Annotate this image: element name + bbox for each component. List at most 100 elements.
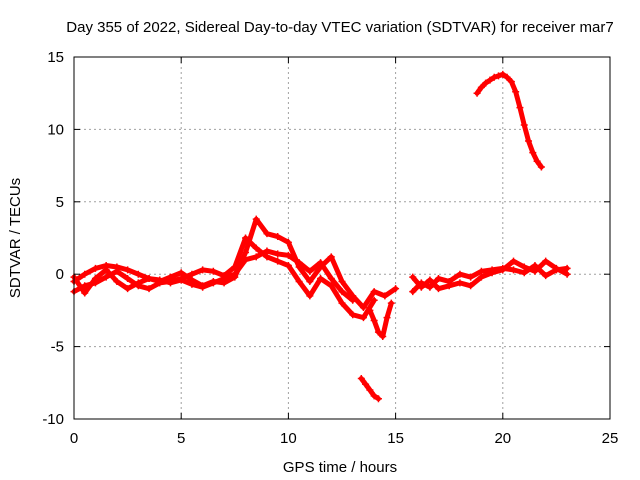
data-point (263, 230, 271, 238)
x-tick-label: 5 (177, 430, 185, 447)
data-point (295, 259, 303, 267)
data-point (510, 257, 518, 265)
data-point (467, 273, 475, 281)
data-point (381, 292, 389, 300)
data-point (263, 247, 271, 255)
x-axis-ticks: 0 5 10 15 20 25 (70, 57, 619, 447)
x-tick-label: 20 (494, 430, 511, 447)
y-tick-label: 5 (56, 194, 64, 211)
data-point (499, 70, 507, 78)
data-point (409, 273, 417, 281)
data-point (81, 270, 89, 278)
data-point (338, 288, 346, 296)
data-point (81, 289, 89, 297)
data-point (374, 395, 382, 403)
data-point (284, 251, 292, 259)
data-point (327, 282, 335, 290)
data-point (91, 275, 99, 283)
data-point (295, 277, 303, 285)
series-track-e (357, 374, 382, 403)
data-point (525, 137, 533, 145)
data-point (370, 288, 378, 296)
data-point (124, 275, 132, 283)
data-point (199, 283, 207, 291)
data-point (529, 149, 537, 157)
data-point (477, 83, 485, 91)
series-trace (474, 71, 544, 170)
data-point (156, 276, 164, 284)
data-point (467, 282, 475, 290)
data-point (552, 264, 560, 272)
data-point (102, 273, 110, 281)
data-point (434, 275, 442, 283)
data-point (516, 104, 524, 112)
data-point (520, 121, 528, 129)
data-point (242, 256, 250, 264)
data-point (392, 285, 400, 293)
y-axis-label: SDTVAR / TECUs (7, 178, 24, 298)
data-point (220, 275, 228, 283)
data-point (510, 266, 518, 274)
data-point (134, 279, 142, 287)
data-point (370, 317, 378, 325)
data-point (145, 285, 153, 293)
y-tick-label: 0 (56, 266, 64, 283)
data-point (520, 263, 528, 271)
x-tick-label: 25 (602, 430, 619, 447)
data-point (486, 76, 494, 84)
chart-title: Day 355 of 2022, Sidereal Day-to-day VTE… (66, 19, 613, 36)
data-point (188, 270, 196, 278)
series-track-g (409, 257, 571, 293)
plot-frame (73, 56, 611, 420)
data-point (445, 282, 453, 290)
series-track-h (473, 70, 545, 171)
data-point (370, 392, 378, 400)
data-point (499, 266, 507, 274)
data-point (366, 306, 374, 314)
data-point (426, 276, 434, 284)
data-point (327, 253, 335, 261)
y-axis-ticks: -10 -5 0 5 10 15 (42, 49, 610, 428)
data-point (495, 72, 503, 80)
x-tick-label: 0 (70, 430, 78, 447)
data-point (417, 283, 425, 291)
data-point (362, 380, 370, 388)
data-point (359, 304, 367, 312)
data-point (327, 275, 335, 283)
data-point (387, 299, 395, 307)
data-point (91, 264, 99, 272)
data-point (533, 157, 541, 165)
data-point (252, 215, 260, 223)
data-point (426, 283, 434, 291)
data-point (284, 262, 292, 270)
data-point (456, 279, 464, 287)
data-point (252, 244, 260, 252)
data-point (383, 314, 391, 322)
y-tick-label: 10 (47, 121, 64, 138)
y-tick-label: -5 (51, 339, 64, 356)
data-point (242, 248, 250, 256)
data-point (306, 267, 314, 275)
data-points (70, 70, 571, 403)
data-point (542, 272, 550, 280)
series-track-d (366, 299, 395, 340)
data-point (124, 266, 132, 274)
data-point (503, 73, 511, 81)
data-point (209, 279, 217, 287)
data-point (542, 257, 550, 265)
data-point (199, 266, 207, 274)
series-track-f (409, 262, 571, 296)
series-trace (410, 258, 570, 292)
data-point (134, 270, 142, 278)
data-point (349, 296, 357, 304)
data-point (359, 314, 367, 322)
data-point (338, 277, 346, 285)
grid (74, 57, 610, 419)
data-point (531, 267, 539, 275)
data-point (306, 292, 314, 300)
data-point (477, 273, 485, 281)
x-axis-label: GPS time / hours (283, 459, 397, 476)
data-point (209, 267, 217, 275)
data-point (537, 163, 545, 171)
